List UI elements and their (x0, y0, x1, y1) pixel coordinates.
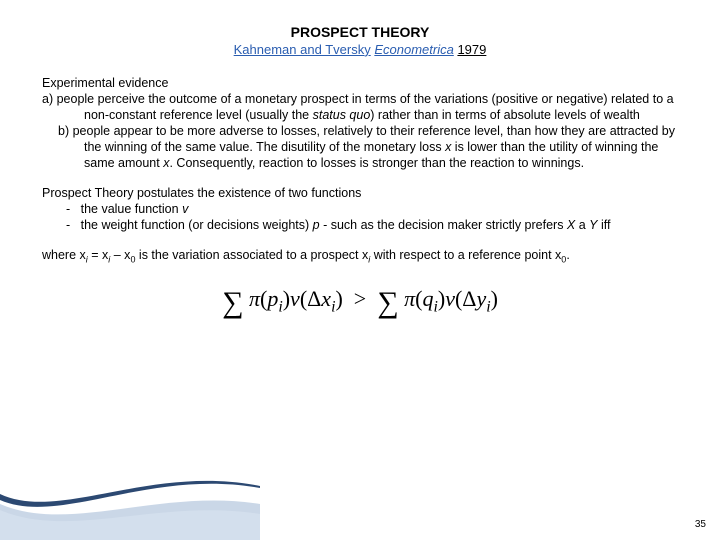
slide-title: PROSPECT THEORY (42, 24, 678, 42)
text: – x (110, 248, 130, 262)
text: - such as the decision maker strictly pr… (320, 218, 567, 232)
evidence-item-b: b) people appear to be more adverse to l… (42, 123, 678, 171)
status-quo-term: status quo (313, 108, 371, 122)
text: = x (88, 248, 109, 262)
evidence-heading: Experimental evidence (42, 75, 678, 91)
publication-year: 1979 (457, 42, 486, 57)
decorative-swoosh (0, 470, 260, 540)
text: the weight function (or decisions weight… (81, 218, 313, 232)
dash-icon: - (66, 218, 81, 232)
text: . Consequently, reaction to losses is st… (169, 156, 584, 170)
text: ) rather than in terms of absolute level… (370, 108, 640, 122)
slide-subtitle: Kahneman and Tversky Econometrica 1979 (42, 42, 678, 59)
postulates-intro: Prospect Theory postulates the existence… (42, 185, 678, 201)
bullet-value-function: - the value function v (42, 201, 678, 217)
text: the value function (81, 202, 182, 216)
dash-icon: - (66, 202, 81, 216)
text: with respect to a reference point x (370, 248, 561, 262)
text: iff (598, 218, 611, 232)
journal-name: Econometrica (374, 42, 453, 57)
page-number: 35 (695, 519, 706, 530)
text: is the variation associated to a prospec… (135, 248, 368, 262)
text: where x (42, 248, 86, 262)
text: . (566, 248, 569, 262)
text: a (575, 218, 589, 232)
author-link[interactable]: Kahneman and Tversky (234, 42, 371, 57)
variable-big-y: Y (589, 218, 597, 232)
evidence-item-a: a) people perceive the outcome of a mone… (42, 91, 678, 123)
equation: ∑ π(pi)v(Δxi) > ∑ π(qi)v(Δyi) (42, 284, 678, 322)
variable-p: p (313, 218, 320, 232)
where-clause: where xi = xi – x0 is the variation asso… (42, 247, 678, 266)
variable-v: v (182, 202, 188, 216)
bullet-weight-function: - the weight function (or decisions weig… (42, 217, 678, 233)
variable-big-x: X (567, 218, 575, 232)
